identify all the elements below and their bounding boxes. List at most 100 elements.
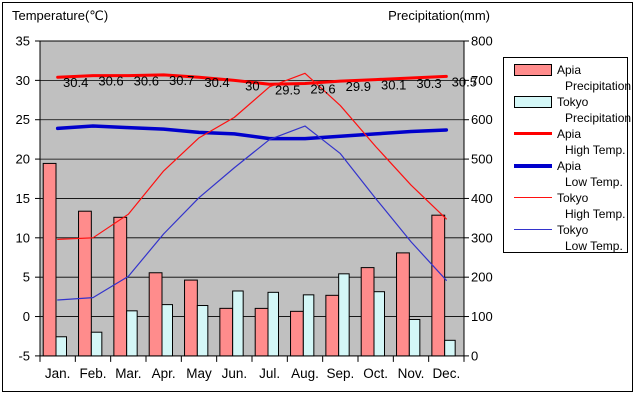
temp-tick-label: 15	[16, 191, 30, 206]
tokyo-high-temp--line	[57, 72, 447, 240]
legend-item-apia-high-temp: Apia High Temp.	[504, 126, 627, 158]
tokyo-precip-bar	[338, 273, 350, 357]
legend-label: High Temp.	[565, 143, 626, 157]
apia-precip-bar	[113, 216, 128, 357]
month-label: Jul.	[259, 366, 280, 381]
month-label: Jan.	[45, 366, 71, 381]
precip-tick-label: 400	[471, 191, 493, 206]
legend-label: Low Temp.	[565, 239, 623, 253]
temp-tick-label: 5	[23, 270, 30, 285]
tokyo-precip-bar	[408, 318, 421, 357]
tokyo-precip-bar	[267, 291, 279, 357]
temp-tick-label: 25	[16, 112, 30, 127]
apia-low-temp--line	[55, 124, 449, 141]
apia-precip-bar	[254, 307, 269, 357]
apia-high-temp-value-label: 30.7	[169, 73, 194, 88]
legend-label: Apia	[557, 63, 582, 77]
legend-label: Tokyo	[557, 95, 589, 109]
chart-border	[2, 2, 633, 392]
tokyo-precipitation-swatch-icon	[514, 96, 552, 108]
tokyo-high-temp-line-icon	[514, 197, 552, 198]
apia-high-temp-value-label: 29.5	[275, 82, 300, 97]
legend-item-tokyo-high-temp: Tokyo High Temp.	[504, 190, 627, 222]
legend-item-tokyo-precipitation: Tokyo Precipitation	[504, 94, 631, 126]
temp-tick-label: 10	[16, 230, 30, 245]
apia-precip-bar	[396, 252, 410, 357]
month-label: Oct.	[363, 366, 388, 381]
apia-high-temp-value-label: 29.6	[310, 82, 335, 97]
temp-tick-label: 30	[16, 73, 30, 88]
apia-low-temp-line-icon	[514, 164, 552, 168]
month-label: Apr.	[152, 366, 176, 381]
legend-item-apia-precipitation: Apia Precipitation	[504, 62, 631, 94]
precipitation-axis-title: Precipitation(mm)	[388, 8, 490, 23]
apia-precip-bar	[184, 279, 198, 357]
tokyo-low-temp--line	[57, 125, 447, 301]
apia-high-temp-value-label: 30.6	[134, 74, 159, 89]
month-label: Aug.	[291, 366, 319, 381]
tokyo-precip-bar	[444, 339, 456, 357]
legend: Apia Precipitation Tokyo Precipitation Api…	[503, 57, 631, 254]
apia-high-temp-line-icon	[514, 132, 552, 135]
apia-high-temp-value-label: 30.3	[416, 76, 441, 91]
legend-label: Tokyo	[557, 191, 589, 205]
legend-label: Apia	[557, 159, 582, 173]
legend-label: Low Temp.	[565, 175, 623, 189]
apia-precip-bar	[360, 267, 375, 357]
month-label: Sep.	[326, 366, 354, 381]
tokyo-precip-bar	[55, 336, 67, 357]
temperature-axis-title: Temperature(℃)	[12, 8, 109, 23]
apia-precip-bar	[290, 310, 304, 357]
apia-high-temp--line	[56, 73, 448, 86]
precip-tick-label: 700	[471, 73, 493, 88]
legend-label: Apia	[557, 127, 582, 141]
apia-high-temp-value-label: 30.6	[98, 74, 123, 89]
apia-precip-bar	[325, 294, 340, 357]
tokyo-precip-bar	[302, 294, 315, 357]
tokyo-precip-bar	[373, 291, 385, 357]
precip-tick-label: 0	[471, 348, 478, 363]
month-label: Nov.	[398, 366, 425, 381]
apia-precip-bar	[42, 162, 57, 357]
apia-precip-bar	[78, 210, 92, 357]
apia-precip-bar	[219, 307, 234, 357]
tokyo-precip-bar	[161, 304, 173, 357]
temp-tick-label: 35	[16, 34, 30, 49]
legend-label: High Temp.	[565, 207, 626, 221]
legend-item-tokyo-low-temp: Tokyo Low Temp.	[504, 222, 627, 254]
apia-precip-bar	[148, 272, 163, 357]
apia-high-temp-value-label: 30.1	[381, 78, 406, 93]
precip-tick-label: 600	[471, 112, 493, 127]
tokyo-precip-bar	[90, 331, 103, 357]
tokyo-precip-bar	[196, 305, 209, 357]
month-label: May	[186, 366, 212, 381]
month-label: Dec.	[432, 366, 460, 381]
tokyo-precip-bar	[126, 310, 138, 357]
legend-item-apia-low-temp: Apia Low Temp.	[504, 158, 627, 190]
month-label: Feb.	[79, 366, 106, 381]
month-label: Mar.	[115, 366, 141, 381]
apia-high-temp-value-label: 30.4	[204, 75, 229, 90]
apia-precipitation-swatch-icon	[514, 64, 552, 76]
legend-label: Precipitation	[565, 79, 632, 93]
precip-tick-label: 200	[471, 270, 493, 285]
temp-tick-label: -5	[18, 348, 30, 363]
apia-high-temp-value-label: 29.9	[346, 79, 371, 94]
precip-tick-label: 100	[471, 309, 493, 324]
temp-tick-label: 20	[16, 152, 30, 167]
month-label: Jun.	[222, 366, 248, 381]
apia-high-temp-value-label: 30.4	[63, 75, 88, 90]
apia-high-temp-value-label: 30	[245, 78, 259, 93]
tokyo-precip-bar	[232, 290, 244, 357]
apia-precip-bar	[431, 214, 446, 357]
precip-tick-label: 800	[471, 34, 493, 49]
apia-high-temp-value-label: 30.5	[452, 74, 477, 89]
precip-tick-label: 500	[471, 152, 493, 167]
precip-tick-label: 300	[471, 230, 493, 245]
tokyo-low-temp-line-icon	[514, 229, 552, 230]
legend-label: Tokyo	[557, 223, 589, 237]
temp-tick-label: 0	[23, 309, 30, 324]
legend-label: Precipitation	[565, 111, 632, 125]
